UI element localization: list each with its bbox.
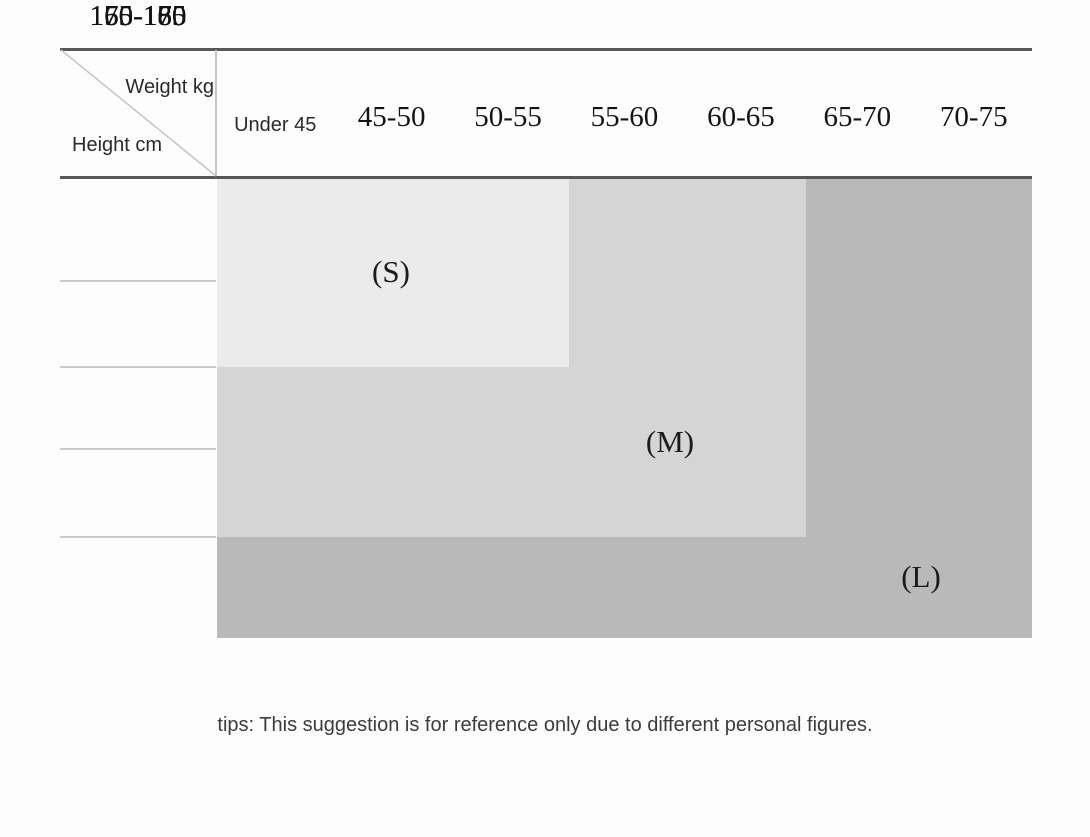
column-header-70-75: 70-75 [939,101,1008,133]
corner-diagonal-line [60,49,217,177]
size-region-l-label: (L) [901,559,941,594]
size-region-m-label: (M) [645,424,695,459]
row-divider [60,280,216,282]
row-header-155-160: 155-160 [89,0,187,32]
table-top-border [60,48,1032,51]
tips-note: tips: This suggestion is for reference o… [217,714,873,736]
row-header-175-180: 175-180 [89,0,187,32]
corner-cell-right-divider [215,50,217,176]
size-region-s-label: (S) [372,254,410,289]
column-header-50-55: 50-55 [474,101,542,133]
row-header-160-165: 160-165 [89,0,187,32]
row-divider [60,366,216,368]
weight-column-headers: Under 45 45-50 50-55 55-60 60-65 65-70 7… [217,51,1032,176]
column-header-65-70: 65-70 [823,101,892,133]
column-header-60-65: 60-65 [707,101,775,133]
row-header-170-175: 170-175 [89,0,187,32]
row-header-165-170: 165-170 [89,0,187,32]
column-header-under-45: Under 45 [234,114,317,136]
row-divider [60,536,216,538]
weight-axis-label: Weight kg [125,76,214,98]
height-axis-label: Height cm [72,134,163,156]
row-divider [60,448,216,450]
column-header-55-60: 55-60 [590,101,659,133]
column-header-45-50: 45-50 [357,101,426,133]
size-region-s [217,179,569,367]
header-bottom-border [60,176,1032,179]
